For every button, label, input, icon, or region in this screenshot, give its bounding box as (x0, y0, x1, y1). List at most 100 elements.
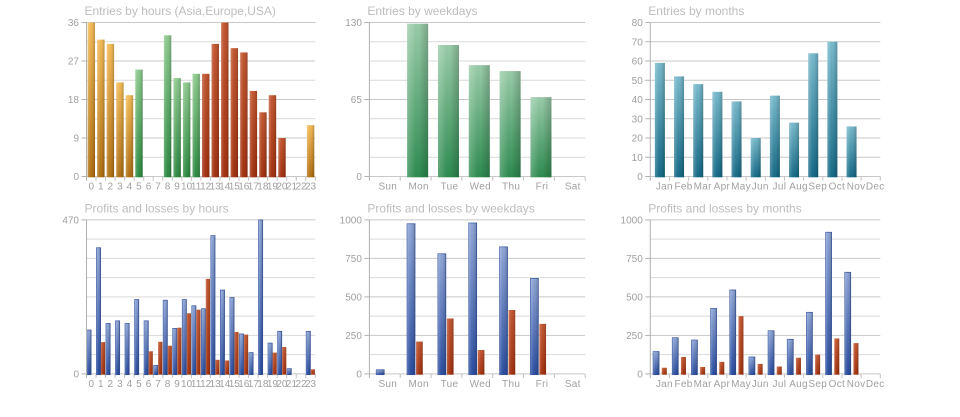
svg-text:0: 0 (356, 370, 362, 381)
svg-text:20: 20 (632, 134, 644, 145)
svg-text:Nov: Nov (847, 182, 866, 193)
svg-text:250: 250 (345, 331, 362, 342)
svg-text:0: 0 (88, 182, 94, 193)
svg-text:13: 13 (210, 182, 222, 193)
svg-text:22: 22 (295, 182, 307, 193)
svg-text:7: 7 (155, 182, 161, 193)
svg-text:Jan: Jan (656, 379, 673, 390)
svg-text:Jun: Jun (752, 182, 769, 193)
svg-text:1000: 1000 (340, 216, 363, 227)
svg-text:70: 70 (632, 37, 644, 48)
svg-text:0: 0 (637, 370, 643, 381)
svg-text:1: 1 (98, 182, 104, 193)
svg-text:Mar: Mar (694, 379, 712, 390)
svg-text:750: 750 (345, 254, 362, 265)
svg-text:Sat: Sat (565, 379, 581, 390)
svg-text:0: 0 (356, 172, 362, 183)
svg-text:Sun: Sun (378, 379, 397, 390)
svg-text:Mar: Mar (694, 182, 712, 193)
svg-text:750: 750 (626, 254, 643, 265)
svg-text:Mon: Mon (408, 379, 428, 390)
svg-text:18: 18 (257, 379, 269, 390)
svg-text:9: 9 (73, 134, 79, 145)
svg-text:Tue: Tue (441, 182, 459, 193)
svg-text:6: 6 (146, 379, 152, 390)
svg-text:Sat: Sat (565, 182, 581, 193)
svg-text:Wed: Wed (470, 182, 491, 193)
svg-text:500: 500 (626, 293, 643, 304)
svg-text:500: 500 (345, 293, 362, 304)
svg-text:Profits and losses by months: Profits and losses by months (648, 201, 801, 215)
svg-text:3: 3 (117, 182, 123, 193)
svg-text:27: 27 (68, 57, 80, 68)
svg-text:8: 8 (165, 182, 171, 193)
svg-text:4: 4 (127, 379, 133, 390)
svg-text:Aug: Aug (789, 379, 808, 390)
svg-text:Thu: Thu (502, 182, 520, 193)
svg-text:15: 15 (229, 182, 241, 193)
svg-text:18: 18 (257, 182, 269, 193)
svg-text:2: 2 (108, 182, 114, 193)
svg-text:Oct: Oct (829, 182, 845, 193)
svg-text:14: 14 (219, 182, 231, 193)
svg-text:20: 20 (276, 379, 288, 390)
svg-text:13: 13 (210, 379, 222, 390)
svg-text:Dec: Dec (866, 379, 885, 390)
svg-text:21: 21 (286, 182, 298, 193)
svg-text:23: 23 (305, 182, 317, 193)
svg-text:Wed: Wed (470, 379, 491, 390)
svg-text:18: 18 (68, 95, 80, 106)
svg-text:250: 250 (626, 331, 643, 342)
svg-text:Mon: Mon (408, 182, 428, 193)
svg-text:2: 2 (108, 379, 114, 390)
svg-text:Apr: Apr (714, 182, 731, 193)
svg-text:1000: 1000 (621, 216, 644, 227)
svg-text:Fri: Fri (536, 182, 549, 193)
svg-text:30: 30 (632, 114, 644, 125)
svg-text:11: 11 (191, 182, 202, 193)
svg-text:14: 14 (219, 379, 231, 390)
svg-text:10: 10 (181, 182, 193, 193)
svg-text:15: 15 (229, 379, 241, 390)
svg-text:Oct: Oct (829, 379, 845, 390)
svg-text:5: 5 (136, 379, 142, 390)
svg-text:Entries by weekdays: Entries by weekdays (367, 4, 477, 18)
svg-text:Tue: Tue (441, 379, 459, 390)
svg-text:22: 22 (295, 379, 307, 390)
svg-text:17: 17 (248, 379, 260, 390)
svg-text:Sep: Sep (808, 379, 827, 390)
svg-text:0: 0 (73, 172, 79, 183)
svg-text:Sep: Sep (808, 182, 827, 193)
svg-text:0: 0 (637, 172, 643, 183)
svg-text:Jan: Jan (656, 182, 673, 193)
svg-text:11: 11 (191, 379, 202, 390)
svg-text:16: 16 (238, 182, 250, 193)
svg-text:Feb: Feb (674, 182, 692, 193)
svg-text:36: 36 (68, 18, 80, 29)
svg-text:May: May (731, 182, 751, 193)
svg-text:Feb: Feb (674, 379, 692, 390)
svg-text:5: 5 (136, 182, 142, 193)
svg-text:4: 4 (127, 182, 133, 193)
svg-text:10: 10 (632, 153, 644, 164)
svg-text:9: 9 (174, 182, 180, 193)
svg-text:19: 19 (267, 182, 279, 193)
svg-text:1: 1 (98, 379, 104, 390)
svg-text:3: 3 (117, 379, 123, 390)
svg-text:50: 50 (632, 76, 644, 87)
svg-text:Entries by months: Entries by months (648, 4, 744, 18)
svg-text:16: 16 (238, 379, 250, 390)
svg-text:470: 470 (62, 216, 79, 227)
svg-text:0: 0 (88, 379, 94, 390)
svg-text:May: May (731, 379, 751, 390)
svg-text:Dec: Dec (866, 182, 885, 193)
svg-text:130: 130 (345, 18, 362, 29)
svg-text:9: 9 (174, 379, 180, 390)
svg-text:Jul: Jul (773, 182, 787, 193)
svg-text:Sun: Sun (378, 182, 397, 193)
svg-text:0: 0 (73, 370, 79, 381)
svg-text:6: 6 (146, 182, 152, 193)
svg-text:12: 12 (200, 379, 212, 390)
svg-text:8: 8 (165, 379, 171, 390)
svg-text:21: 21 (286, 379, 298, 390)
